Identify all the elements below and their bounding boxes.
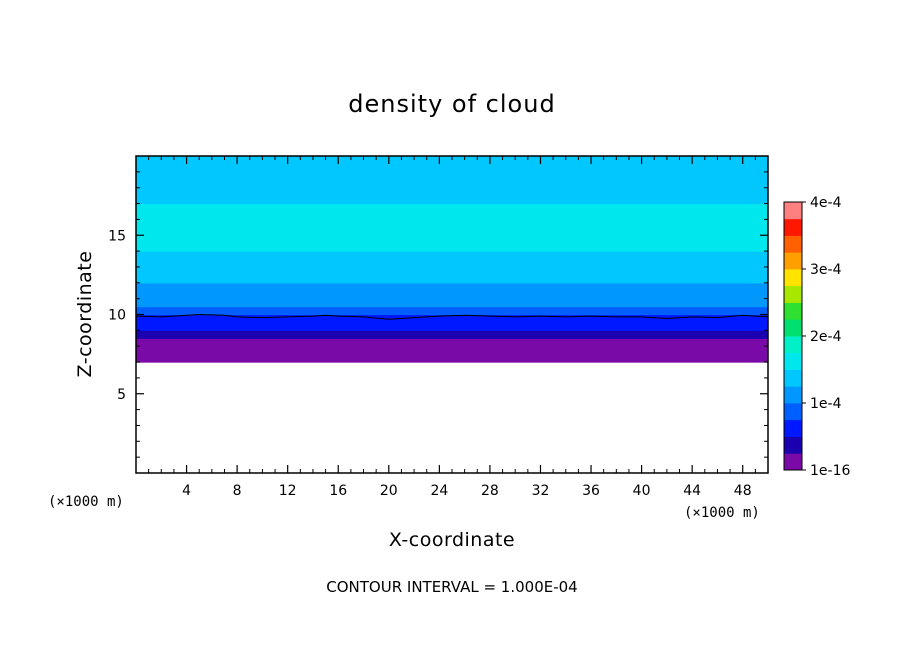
contour-line-layer	[136, 313, 768, 320]
colorbar-swatch	[784, 419, 802, 437]
y-axis-label: Z-coordinate	[74, 251, 96, 378]
colorbar-tick-label: 4e-4	[810, 195, 842, 211]
density-band	[136, 306, 768, 316]
x-axis-label: X-coordinate	[389, 529, 515, 551]
density-band	[136, 203, 768, 220]
y-axis-unit: (×1000 m)	[48, 494, 124, 510]
colorbar-swatch	[784, 269, 802, 287]
x-tick-label: 16	[329, 483, 347, 499]
colorbar-swatch	[784, 319, 802, 337]
y-axis: 5 10 15	[108, 171, 768, 458]
colorbar-swatch	[784, 252, 802, 270]
density-field	[136, 156, 768, 363]
x-tick-label: 8	[233, 483, 242, 499]
x-tick-label: 44	[683, 483, 701, 499]
x-tick-label: 32	[532, 483, 550, 499]
density-band	[136, 156, 768, 165]
density-band	[136, 251, 768, 268]
colorbar-swatch	[784, 218, 802, 236]
x-axis: 4 8 12 16 20 24 28 32 36 40 44 48	[148, 156, 756, 499]
x-tick-label: 12	[279, 483, 297, 499]
colorbar-swatch	[784, 436, 802, 454]
colorbar-tick-label: 3e-4	[810, 262, 842, 278]
colorbar: 1e-16 1e-4 2e-4 3e-4 4e-4	[783, 195, 850, 479]
colorbar-swatch	[784, 369, 802, 387]
density-band	[136, 282, 768, 292]
x-tick-label: 28	[481, 483, 499, 499]
x-axis-unit: (×1000 m)	[684, 505, 760, 521]
x-tick-label: 24	[430, 483, 448, 499]
colorbar-swatch	[784, 285, 802, 303]
x-tick-label: 36	[582, 483, 600, 499]
colorbar-swatch	[784, 302, 802, 320]
colorbar-tick-label: 1e-4	[810, 396, 842, 412]
density-band	[136, 330, 768, 339]
density-band	[136, 266, 768, 284]
density-band	[136, 290, 768, 300]
density-band	[136, 179, 768, 197]
x-tick-label: 20	[380, 483, 398, 499]
density-band	[136, 195, 768, 205]
density-band	[136, 314, 768, 324]
x-tick-label: 4	[182, 483, 191, 499]
density-band	[136, 163, 768, 181]
x-tick-label: 48	[734, 483, 752, 499]
density-band	[136, 338, 768, 347]
density-band	[136, 298, 768, 308]
density-band	[136, 354, 768, 363]
colorbar-tick-label: 2e-4	[810, 329, 842, 345]
colorbar-swatch	[784, 386, 802, 404]
y-tick-label: 5	[117, 387, 126, 403]
y-tick-label: 15	[108, 228, 126, 244]
x-tick-label: 40	[633, 483, 651, 499]
colorbar-swatch	[784, 352, 802, 370]
density-band	[136, 235, 768, 252]
density-band	[136, 322, 768, 331]
colorbar-swatch	[784, 235, 802, 253]
colorbar-swatch	[784, 403, 802, 421]
chart-title: density of cloud	[348, 90, 555, 118]
colorbar-swatch	[784, 202, 802, 220]
colorbar-tick-label: 1e-16	[810, 463, 850, 479]
contour-interval-note: CONTOUR INTERVAL = 1.000E-04	[326, 578, 577, 596]
contour-line	[136, 313, 768, 320]
y-tick-label: 10	[108, 308, 126, 324]
density-band	[136, 219, 768, 236]
colorbar-swatch	[784, 336, 802, 354]
density-band	[136, 346, 768, 355]
colorbar-swatch	[784, 453, 802, 471]
